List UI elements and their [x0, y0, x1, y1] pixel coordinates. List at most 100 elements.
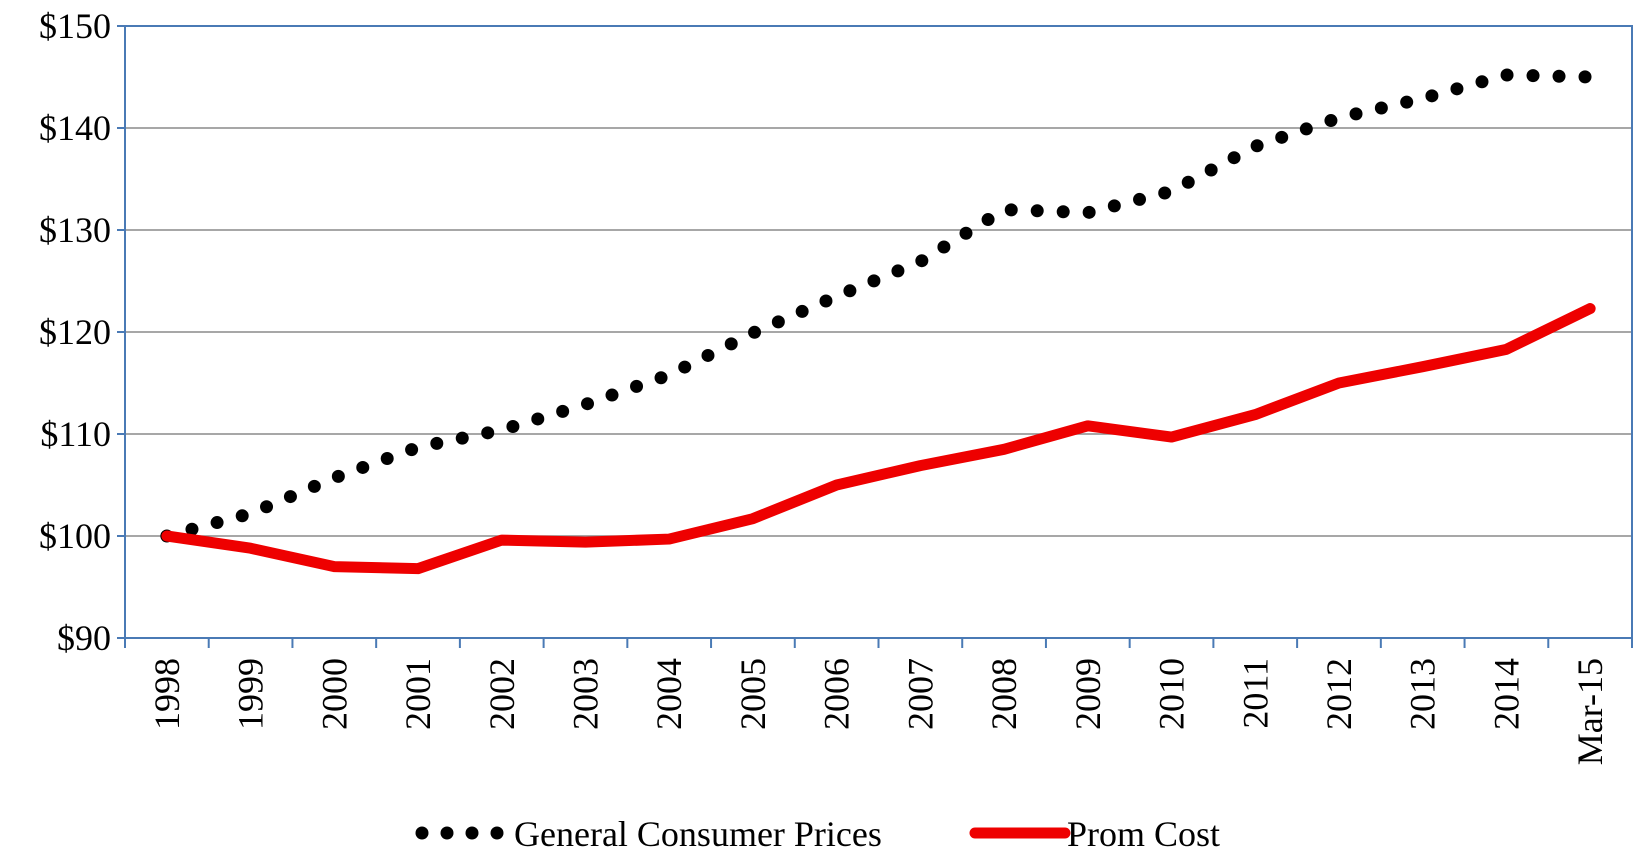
- line-dot: [556, 404, 570, 418]
- legend-dot: [440, 826, 454, 840]
- line-dot: [1082, 205, 1096, 219]
- x-tick-label: 2004: [649, 658, 689, 730]
- line-dot: [867, 274, 881, 288]
- series-prom-cost: [161, 303, 1596, 575]
- line-dot: [1578, 70, 1592, 84]
- line-dot: [283, 490, 297, 504]
- line-dot: [331, 469, 345, 483]
- series-layer: [160, 68, 1596, 575]
- series-line: [161, 303, 1596, 575]
- y-tick-label: $140: [39, 108, 111, 148]
- x-tick-label: 2013: [1403, 658, 1443, 730]
- line-dot: [430, 436, 444, 450]
- line-dot: [678, 360, 692, 374]
- line-dot: [795, 304, 809, 318]
- x-tick-label: 1999: [231, 658, 271, 730]
- line-dot: [1181, 175, 1195, 189]
- series-general-consumer-prices: [160, 68, 1592, 543]
- legend-item-general-consumer-prices: General Consumer Prices: [415, 814, 882, 853]
- line-dot: [1204, 163, 1218, 177]
- line-dot: [1056, 205, 1070, 219]
- line-dot: [1374, 101, 1388, 115]
- line-dot: [1349, 107, 1363, 121]
- line-dot: [1004, 203, 1018, 217]
- line-dot: [937, 240, 951, 254]
- gridlines: [125, 127, 1632, 537]
- line-dot: [1425, 89, 1439, 103]
- line-dot: [654, 371, 668, 385]
- line-dot: [405, 443, 419, 457]
- x-tick-label: 2003: [565, 658, 605, 730]
- line-dot: [1475, 75, 1489, 89]
- line-dot: [605, 388, 619, 402]
- x-tick-label: 1998: [147, 658, 187, 730]
- x-tick-label: 2001: [398, 658, 438, 730]
- x-tick-label: 2006: [817, 658, 857, 730]
- line-dot: [210, 516, 224, 530]
- line-dot: [1324, 114, 1338, 128]
- line-dot: [307, 479, 321, 493]
- line-dot: [1299, 122, 1313, 136]
- x-tick-label: 2009: [1068, 658, 1108, 730]
- line-dot: [1275, 130, 1289, 144]
- y-tick-label: $130: [39, 210, 111, 250]
- line-dot: [260, 500, 274, 514]
- line-dot: [1526, 69, 1540, 83]
- legend-dot: [490, 826, 504, 840]
- line-dot: [380, 452, 394, 466]
- line-dot: [1250, 139, 1264, 153]
- x-tick-label: Mar-15: [1570, 658, 1610, 765]
- line-dot: [235, 509, 249, 523]
- line-dot: [455, 431, 469, 445]
- line-dot: [185, 522, 199, 536]
- line-dot: [701, 348, 715, 362]
- x-tick-label: 2002: [482, 658, 522, 730]
- line-dot: [1133, 192, 1147, 206]
- line-dot: [1400, 95, 1414, 109]
- legend-label: Prom Cost: [1067, 814, 1220, 853]
- legend-dot: [465, 826, 479, 840]
- y-tick-label: $110: [40, 414, 111, 454]
- x-tick-label: 2008: [984, 658, 1024, 730]
- legend: General Consumer Prices Prom Cost: [415, 814, 1220, 853]
- line-dot: [531, 412, 545, 426]
- x-tick-label: 2007: [900, 658, 940, 730]
- line-dot: [724, 337, 738, 351]
- legend-item-prom-cost: Prom Cost: [969, 814, 1220, 853]
- line-dot: [580, 397, 594, 411]
- line-dot: [843, 284, 857, 298]
- x-tick-label: 2012: [1319, 658, 1359, 730]
- legend-dot: [415, 826, 429, 840]
- x-tick-label: 2005: [733, 658, 773, 730]
- y-tick-label: $100: [39, 516, 111, 556]
- y-tick-label: $150: [39, 6, 111, 46]
- line-dot: [891, 264, 905, 278]
- line-dot: [1227, 151, 1241, 165]
- line-dot: [1030, 204, 1044, 218]
- line-dot: [1450, 82, 1464, 96]
- y-tick-label: $90: [57, 618, 111, 658]
- line-dot: [915, 254, 929, 268]
- line-dot: [981, 213, 995, 227]
- line-dot: [819, 294, 833, 308]
- line-dot: [959, 226, 973, 240]
- line-dot: [748, 325, 762, 339]
- line-dot: [630, 379, 644, 393]
- line-dot: [356, 460, 370, 474]
- line-dot: [506, 420, 520, 434]
- y-axis: $90 $100 $110 $120 $130 $140 $150: [39, 6, 125, 658]
- x-tick-label: 2014: [1486, 658, 1526, 730]
- line-dot: [1500, 68, 1514, 82]
- legend-label: General Consumer Prices: [514, 814, 882, 853]
- x-tick-label: 2011: [1235, 658, 1275, 729]
- line-dot: [771, 315, 785, 329]
- x-axis: 1998 1999 2000 2001 2002 2003 2004 2005 2006 2007…: [124, 638, 1633, 765]
- line-dot: [481, 426, 495, 440]
- legend-symbol-dotted: [415, 826, 504, 840]
- x-tick-label: 2000: [314, 658, 354, 730]
- line-dot: [1107, 199, 1121, 213]
- y-tick-label: $120: [39, 312, 111, 352]
- x-tick-label: 2010: [1152, 658, 1192, 730]
- line-dot: [1552, 69, 1566, 83]
